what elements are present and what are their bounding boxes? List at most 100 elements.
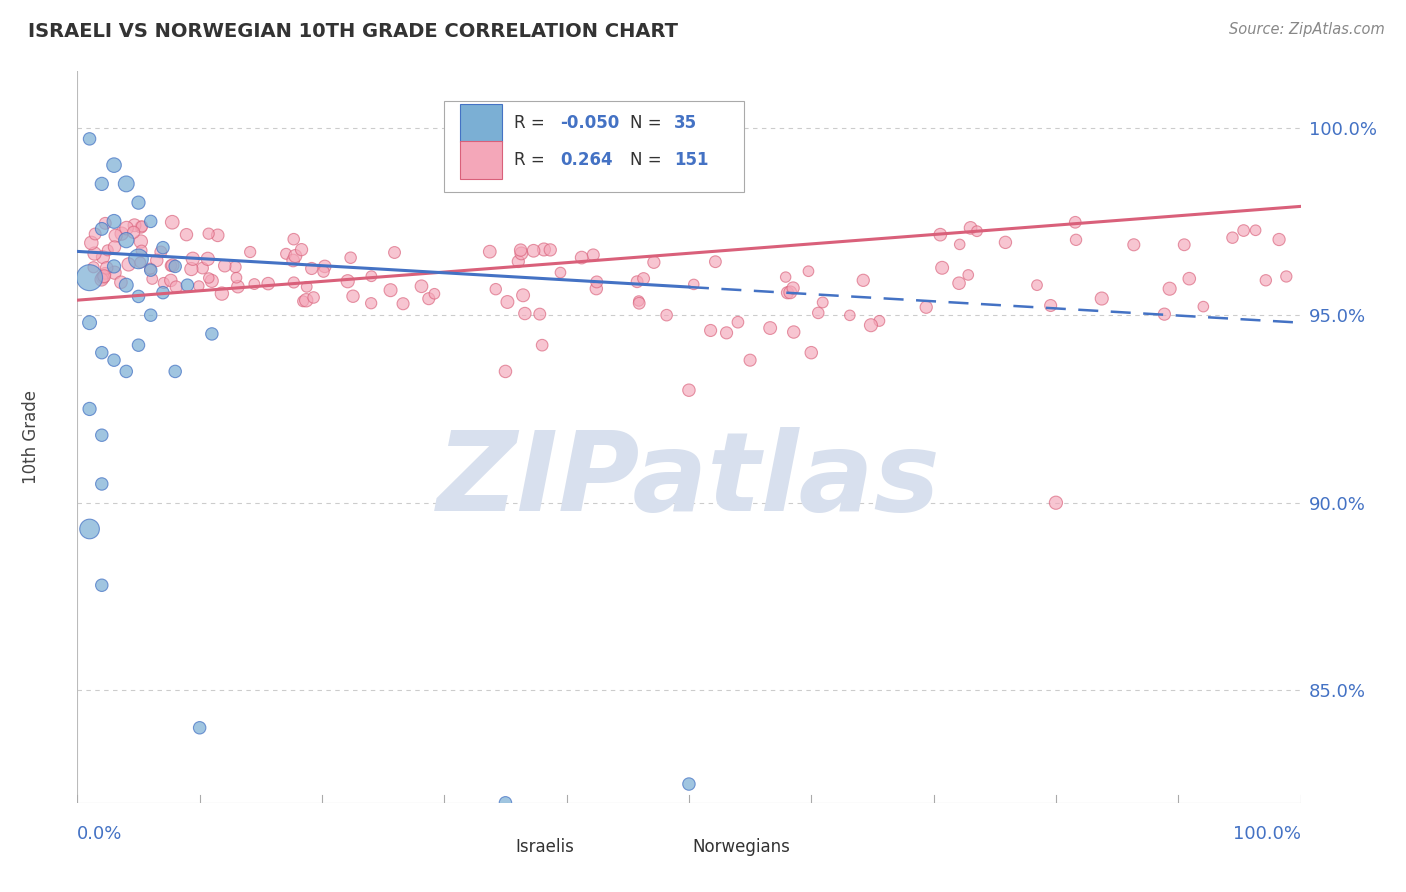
Text: R =: R =: [515, 114, 544, 132]
Point: [96, 260, 118, 275]
Point: [139, 263, 162, 277]
Point: [127, 195, 149, 210]
Point: [103, 240, 125, 254]
Text: 35: 35: [675, 114, 697, 132]
Point: [83, 260, 105, 275]
Point: [129, 255, 152, 269]
Point: [1153, 307, 1175, 321]
Point: [775, 270, 797, 285]
Point: [678, 777, 700, 791]
Point: [131, 219, 153, 234]
Point: [538, 243, 561, 257]
Point: [360, 269, 382, 284]
Point: [959, 220, 981, 235]
Point: [1039, 298, 1062, 312]
Point: [111, 227, 134, 241]
Point: [868, 314, 890, 328]
Point: [716, 326, 738, 340]
Point: [495, 364, 517, 378]
Point: [79, 270, 101, 285]
Point: [510, 246, 533, 260]
Point: [585, 282, 607, 296]
Point: [257, 277, 280, 291]
Point: [626, 275, 648, 289]
Point: [103, 260, 125, 274]
Point: [226, 279, 249, 293]
Point: [90, 428, 112, 442]
Point: [779, 285, 801, 300]
Point: [513, 306, 536, 320]
Point: [1122, 237, 1144, 252]
Point: [655, 308, 678, 322]
Point: [165, 260, 187, 274]
Point: [582, 248, 605, 262]
Point: [533, 243, 555, 257]
Point: [1064, 215, 1087, 229]
Text: 0.264: 0.264: [561, 151, 613, 169]
Point: [478, 244, 501, 259]
Point: [103, 214, 125, 228]
Point: [495, 796, 517, 810]
Point: [699, 323, 721, 337]
Point: [115, 177, 138, 191]
Text: ZIPatlas: ZIPatlas: [437, 427, 941, 534]
Point: [380, 283, 402, 297]
Point: [852, 273, 875, 287]
Point: [485, 282, 508, 296]
Point: [1222, 230, 1244, 244]
Point: [93, 269, 115, 284]
Point: [181, 252, 204, 266]
Point: [811, 295, 834, 310]
Point: [585, 275, 607, 289]
Point: [418, 292, 440, 306]
FancyBboxPatch shape: [644, 838, 683, 857]
Point: [704, 254, 727, 268]
Text: R =: R =: [515, 151, 544, 169]
Point: [423, 286, 446, 301]
Point: [201, 274, 224, 288]
Point: [929, 227, 952, 242]
Point: [79, 132, 101, 146]
Point: [274, 247, 297, 261]
Point: [243, 277, 266, 291]
Point: [90, 272, 112, 286]
Point: [339, 251, 361, 265]
Text: N =: N =: [630, 114, 662, 132]
Point: [191, 261, 214, 276]
Point: [162, 215, 184, 229]
Point: [84, 227, 107, 241]
Point: [284, 249, 307, 263]
Point: [201, 326, 224, 341]
Point: [90, 477, 112, 491]
Point: [1178, 271, 1201, 285]
Point: [628, 296, 651, 310]
Point: [931, 260, 953, 275]
Point: [392, 297, 415, 311]
Point: [314, 260, 336, 274]
Point: [627, 293, 650, 308]
Point: [79, 522, 101, 536]
Point: [91, 250, 114, 264]
FancyBboxPatch shape: [444, 101, 744, 192]
Point: [643, 255, 665, 269]
Point: [509, 243, 531, 257]
Point: [152, 241, 174, 255]
Point: [496, 295, 519, 310]
Point: [188, 721, 211, 735]
Point: [115, 364, 138, 378]
Point: [122, 225, 145, 239]
Text: Norwegians: Norwegians: [693, 838, 790, 856]
Point: [727, 315, 749, 329]
Text: Israelis: Israelis: [515, 838, 574, 856]
Point: [103, 266, 125, 280]
Text: 100.0%: 100.0%: [1233, 825, 1301, 843]
Point: [759, 321, 782, 335]
Point: [139, 261, 162, 276]
Point: [776, 285, 799, 300]
Point: [207, 228, 229, 243]
Point: [807, 306, 830, 320]
Point: [336, 274, 359, 288]
Point: [838, 309, 860, 323]
Point: [531, 338, 554, 352]
Point: [103, 353, 125, 368]
